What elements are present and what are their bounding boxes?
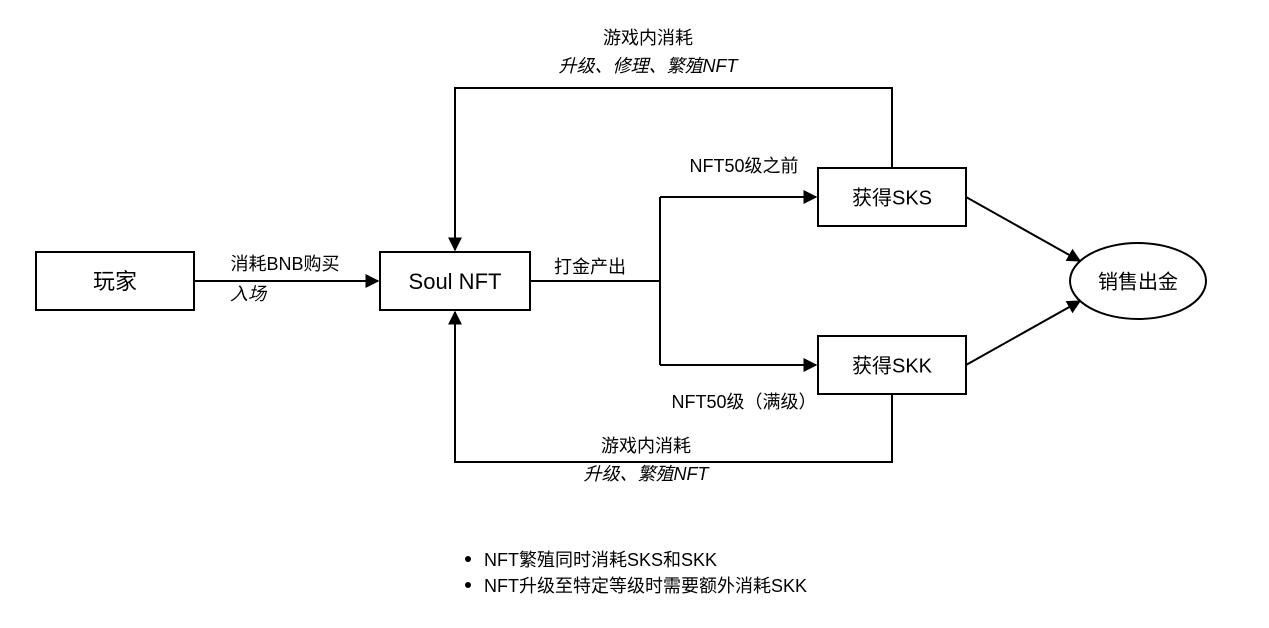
- edge-branch-skk-label: NFT50级（满级）: [671, 392, 816, 412]
- bullet-2: NFT升级至特定等级时需要额外消耗SKK: [484, 576, 807, 596]
- node-player: 玩家: [36, 252, 194, 310]
- node-skk-label: 获得SKK: [852, 354, 933, 377]
- edge-soulnft-output: 打金产出 NFT50级之前 NFT50级（满级）: [530, 156, 817, 412]
- bullet-icon: [465, 582, 471, 588]
- edge-skk-to-sell: [966, 301, 1080, 365]
- flow-diagram: 玩家 Soul NFT 获得SKS 获得SKK 销售出金 消耗BNB购买 入场 …: [0, 0, 1269, 628]
- edge-branch-sks-label: NFT50级之前: [689, 156, 798, 176]
- edge-player-to-soulnft-sublabel: 入场: [230, 284, 268, 304]
- edge-sks-to-sell: [966, 197, 1080, 261]
- node-sks: 获得SKS: [818, 168, 966, 226]
- node-soulnft: Soul NFT: [380, 252, 530, 310]
- edge-player-to-soulnft: 消耗BNB购买 入场: [194, 254, 378, 304]
- edge-skk-feedback-label: 游戏内消耗: [601, 436, 691, 456]
- bullets: NFT繁殖同时消耗SKS和SKK NFT升级至特定等级时需要额外消耗SKK: [465, 549, 807, 596]
- node-player-label: 玩家: [93, 269, 137, 294]
- node-sks-label: 获得SKS: [852, 186, 932, 209]
- bullet-1: NFT繁殖同时消耗SKS和SKK: [484, 549, 717, 570]
- node-soulnft-label: Soul NFT: [409, 269, 502, 294]
- node-sell-label: 销售出金: [1098, 270, 1178, 293]
- edge-skk-feedback-sublabel: 升级、繁殖NFT: [584, 464, 711, 484]
- edge-player-to-soulnft-label: 消耗BNB购买: [230, 254, 339, 274]
- node-sell: 销售出金: [1070, 243, 1206, 319]
- edge-sks-feedback-sublabel: 升级、修理、繁殖NFT: [559, 56, 740, 76]
- node-skk: 获得SKK: [818, 336, 966, 394]
- bullet-icon: [465, 556, 471, 562]
- edge-sks-feedback-label: 游戏内消耗: [603, 28, 693, 48]
- edge-soulnft-output-label: 打金产出: [554, 257, 626, 277]
